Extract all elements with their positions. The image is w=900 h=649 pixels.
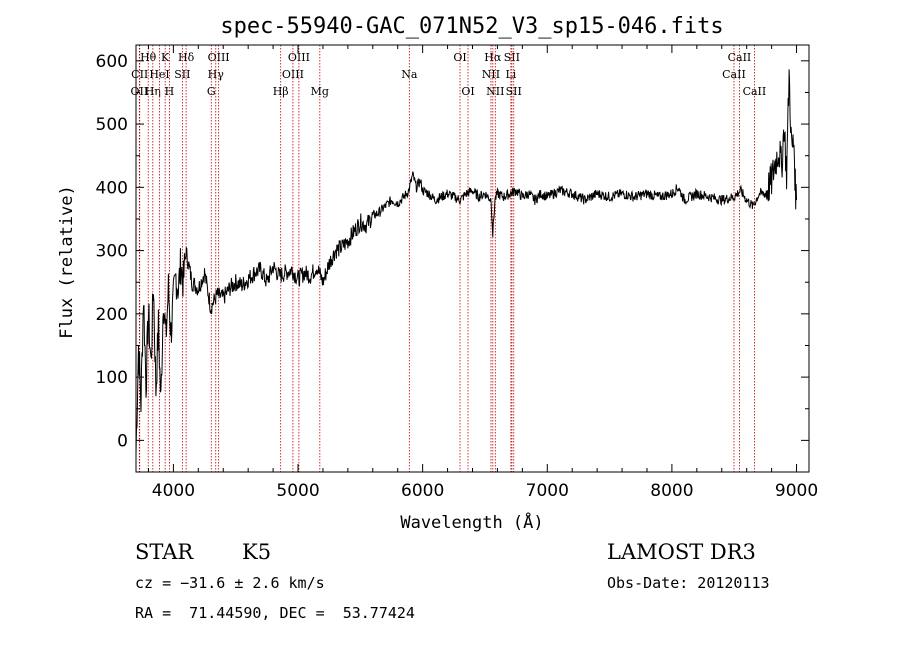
line-marker-label: Mg (311, 85, 329, 98)
x-tick-label: 9000 (775, 481, 818, 501)
y-tick-label: 400 (96, 178, 128, 198)
line-marker-label: NII (486, 85, 504, 98)
observation-date: Obs-Date: 20120113 (607, 574, 770, 592)
line-marker-label: OI (453, 51, 466, 64)
line-marker-label: OII (131, 85, 149, 98)
line-marker-label: HeI (149, 68, 169, 81)
x-tick-label: 5000 (276, 481, 319, 501)
y-tick-label: 300 (96, 242, 128, 262)
line-marker-label: CaII (743, 85, 767, 98)
line-marker-label: OIII (282, 68, 304, 81)
line-marker-label: CaII (722, 68, 746, 81)
y-tick-label: 500 (96, 115, 128, 135)
y-tick-label: 600 (96, 52, 128, 72)
line-marker-label: K (161, 51, 170, 64)
line-marker-label: Hβ (273, 85, 289, 98)
x-axis: 4000 5000 6000 7000 8000 9000 (147, 45, 818, 501)
chart-title: spec-55940-GAC_071N52_V3_sp15-046.fits (220, 14, 723, 39)
y-axis-label: Flux (relative) (57, 185, 77, 339)
spectrum-line (135, 69, 797, 454)
plot-area (135, 44, 810, 473)
y-axis: 0 100 200 300 400 500 600 (96, 52, 809, 451)
y-tick-label: 200 (96, 305, 128, 325)
line-marker-label: OI (461, 85, 474, 98)
line-marker-label: OIII (208, 51, 230, 64)
line-marker-label: CII (131, 68, 148, 81)
line-marker-label: OIII (288, 51, 310, 64)
line-marker-label: CaII (728, 51, 752, 64)
x-tick-label: 4000 (152, 481, 195, 501)
line-marker-label: H (165, 85, 175, 98)
line-marker-label: NII (482, 68, 500, 81)
line-marker-label: Hθ (140, 51, 157, 64)
line-marker-label: G (207, 85, 216, 98)
line-marker-label: Hα (484, 51, 502, 64)
line-marker-label: Hγ (208, 68, 225, 81)
line-marker-label: Na (401, 68, 418, 81)
line-marker-label: Li (505, 68, 516, 81)
y-tick-label: 0 (117, 431, 128, 451)
line-marker-label: SII (504, 51, 520, 64)
x-axis-label: Wavelength (Å) (400, 511, 543, 533)
line-marker-label: Hη (145, 85, 161, 98)
survey-name: LAMOST DR3 (607, 540, 756, 564)
plot-frame (135, 44, 810, 473)
line-marker-label: Hδ (178, 51, 195, 64)
line-marker-label: SII (174, 68, 190, 81)
object-subclass: K5 (242, 540, 272, 564)
redshift-velocity: cz = −31.6 ± 2.6 km/s (135, 574, 325, 592)
y-tick-label: 100 (96, 368, 128, 388)
x-tick-label: 6000 (401, 481, 444, 501)
coordinates: RA = 71.44590, DEC = 53.77424 (135, 604, 415, 622)
x-tick-label: 7000 (526, 481, 569, 501)
line-marker-label: SII (506, 85, 522, 98)
x-tick-label: 8000 (650, 481, 693, 501)
object-class: STAR (135, 540, 194, 564)
